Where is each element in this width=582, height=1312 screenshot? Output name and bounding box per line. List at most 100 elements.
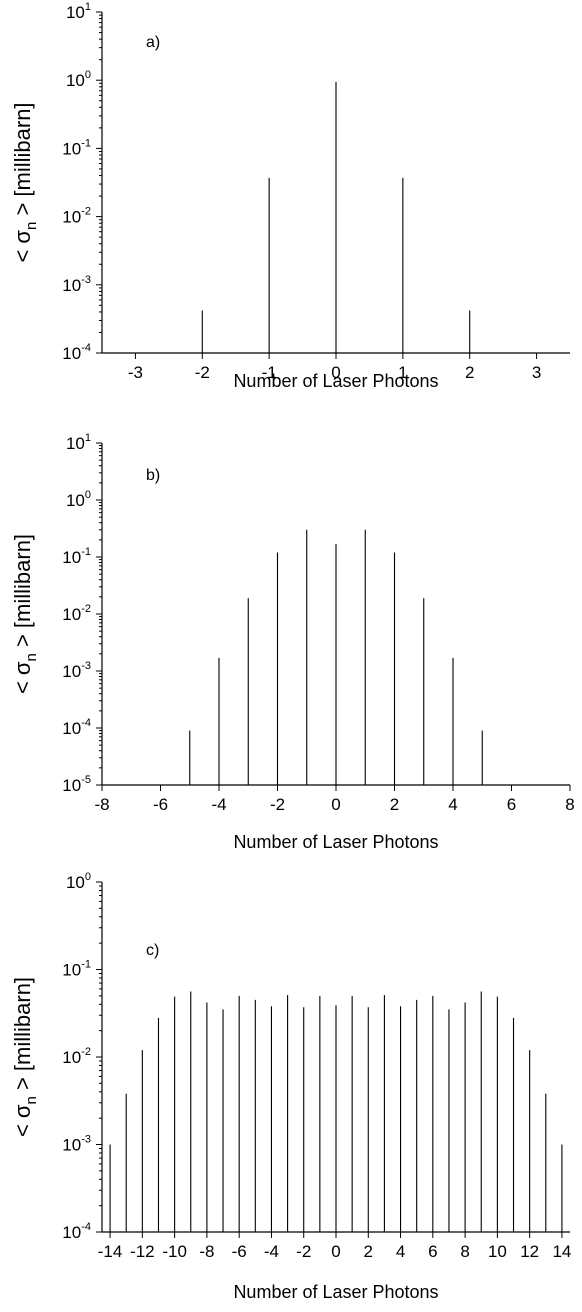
x-tick-label: 1: [398, 363, 407, 382]
y-tick-label: 10-2: [62, 1046, 91, 1067]
x-tick-label: 3: [532, 363, 541, 382]
x-tick-label: -3: [128, 363, 143, 382]
x-tick-label: 2: [465, 363, 474, 382]
x-tick-label: 0: [331, 1242, 340, 1261]
y-tick-label-base: 10: [62, 1136, 81, 1155]
y-tick-label-base: 10: [66, 491, 85, 510]
x-tick-label: 12: [520, 1242, 539, 1261]
y-tick-label-base: 10: [62, 662, 81, 681]
y-tick-label: 10-2: [62, 206, 91, 227]
y-tick-label-exponent: -3: [81, 660, 91, 672]
y-axis-title-prefix: < σ: [10, 661, 35, 694]
y-axis-title-suffix: > [millibarn]: [10, 102, 35, 221]
y-tick-label-base: 10: [62, 1223, 81, 1242]
y-tick-label-exponent: -3: [81, 274, 91, 286]
y-tick-label-exponent: -2: [81, 603, 91, 615]
x-tick-label: -4: [211, 795, 226, 814]
y-tick-label-base: 10: [62, 776, 81, 795]
x-axis-title: Number of Laser Photons: [233, 832, 438, 852]
y-tick-label-base: 10: [66, 71, 85, 90]
y-tick-label-base: 10: [62, 548, 81, 567]
y-tick-label-base: 10: [62, 208, 81, 227]
x-tick-label: -8: [94, 795, 109, 814]
y-axis-title-subscript: n: [23, 653, 40, 661]
x-tick-label: -4: [264, 1242, 279, 1261]
x-tick-label: 8: [460, 1242, 469, 1261]
y-tick-label-exponent: 0: [85, 871, 91, 883]
y-tick-label: 10-4: [62, 342, 91, 363]
y-axis-title-prefix: < σ: [10, 1104, 35, 1137]
y-tick-label-exponent: -2: [81, 206, 91, 218]
y-tick-label: 100: [66, 69, 91, 90]
y-tick-label: 10-1: [62, 959, 91, 980]
y-axis-title-suffix: > [millibarn]: [10, 977, 35, 1096]
y-tick-label-base: 10: [62, 139, 81, 158]
y-tick-label-base: 10: [66, 3, 85, 22]
y-tick-label: 10-3: [62, 1134, 91, 1155]
y-tick-label: 100: [66, 871, 91, 892]
y-tick-label-exponent: -5: [81, 774, 91, 786]
y-tick-label-exponent: -4: [81, 1221, 91, 1233]
y-tick-label-base: 10: [62, 961, 81, 980]
y-axis-title: < σn > [millibarn]: [10, 977, 40, 1137]
x-tick-label: -2: [195, 363, 210, 382]
y-tick-label-base: 10: [66, 434, 85, 453]
x-tick-label: -6: [232, 1242, 247, 1261]
x-tick-label: 4: [448, 795, 457, 814]
y-tick-label-exponent: 1: [85, 1, 91, 13]
y-axis-title-suffix: > [millibarn]: [10, 534, 35, 653]
x-tick-label: 0: [331, 795, 340, 814]
y-tick-label: 10-2: [62, 603, 91, 624]
x-tick-label: -10: [162, 1242, 187, 1261]
y-tick-label-base: 10: [62, 605, 81, 624]
y-tick-label: 10-3: [62, 274, 91, 295]
x-axis-title: Number of Laser Photons: [233, 371, 438, 391]
y-tick-label-exponent: -4: [81, 717, 91, 729]
x-tick-label: 4: [396, 1242, 405, 1261]
y-axis-title-subscript: n: [23, 1096, 40, 1104]
x-tick-label: 2: [364, 1242, 373, 1261]
x-tick-label: -1: [262, 363, 277, 382]
y-tick-label: 10-3: [62, 660, 91, 681]
x-tick-label: 6: [428, 1242, 437, 1261]
y-axis-title-subscript: n: [23, 222, 40, 230]
y-tick-label-base: 10: [66, 873, 85, 892]
y-axis-title: < σn > [millibarn]: [10, 534, 40, 694]
y-tick-label-base: 10: [62, 344, 81, 363]
y-tick-label: 101: [66, 1, 91, 22]
x-tick-label: -2: [296, 1242, 311, 1261]
y-tick-label-base: 10: [62, 276, 81, 295]
panel-label: c): [146, 942, 159, 959]
y-tick-label-exponent: -2: [81, 1046, 91, 1058]
x-tick-label: -8: [199, 1242, 214, 1261]
y-tick-label-exponent: 0: [85, 69, 91, 81]
y-tick-label-exponent: -1: [81, 137, 91, 149]
y-tick-label-base: 10: [62, 1048, 81, 1067]
y-tick-label: 100: [66, 489, 91, 510]
x-tick-label: 8: [565, 795, 574, 814]
panel-label: a): [146, 34, 160, 51]
y-tick-label: 10-4: [62, 717, 91, 738]
y-tick-label-exponent: -4: [81, 342, 91, 354]
x-tick-label: -2: [270, 795, 285, 814]
y-axis-title-prefix: < σ: [10, 230, 35, 263]
y-tick-label-base: 10: [62, 719, 81, 738]
x-tick-label: 6: [507, 795, 516, 814]
y-tick-label-exponent: -1: [81, 959, 91, 971]
y-tick-label-exponent: -3: [81, 1134, 91, 1146]
x-tick-label: 14: [552, 1242, 571, 1261]
x-axis-title: Number of Laser Photons: [233, 1282, 438, 1302]
y-tick-label-exponent: 0: [85, 489, 91, 501]
y-tick-label-exponent: -1: [81, 546, 91, 558]
y-tick-label: 10-1: [62, 137, 91, 158]
panel-label: b): [146, 467, 160, 484]
x-tick-label: 2: [390, 795, 399, 814]
x-tick-label: -6: [153, 795, 168, 814]
x-tick-label: -14: [98, 1242, 123, 1261]
y-tick-label: 101: [66, 432, 91, 453]
